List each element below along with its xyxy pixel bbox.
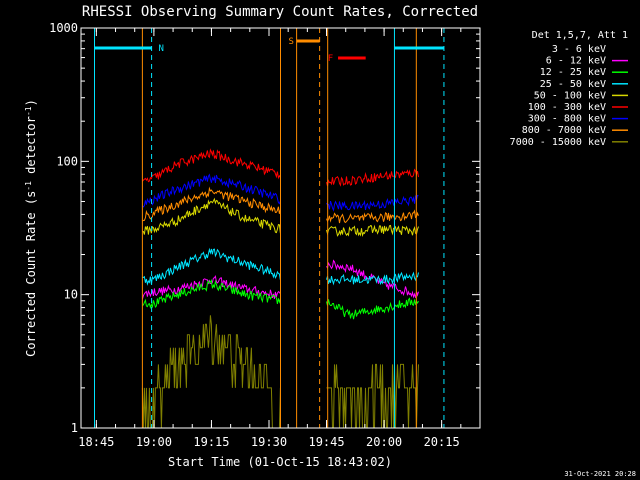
x-axis-label: Start Time (01-Oct-15 18:43:02) — [168, 455, 392, 469]
series-line-0-segment1 — [141, 220, 281, 242]
x-tick-label-1: 19:00 — [136, 435, 172, 449]
y-axis-label: Corrected Count Rate (s-1 detector-1) — [24, 99, 39, 357]
y-axis-label-sup1: -1 — [24, 181, 33, 191]
legend-label-3: 25 - 50 keV — [540, 79, 606, 90]
series-line-8-segment2 — [326, 363, 419, 429]
y-tick-label-3: 1000 — [49, 21, 78, 35]
series-line-2-segment2 — [326, 297, 419, 320]
y-axis-label-mid: detector — [24, 116, 38, 181]
legend-label-4: 50 - 100 keV — [534, 90, 606, 101]
y-axis-label-main: Corrected Count Rate (s — [24, 191, 38, 357]
series-line-6-segment2 — [326, 194, 419, 212]
legend-label-6: 300 - 800 keV — [528, 114, 606, 125]
legend-label-2: 12 - 25 keV — [540, 67, 606, 78]
flag-label-s: S — [289, 37, 294, 47]
series-line-0-segment2 — [326, 229, 419, 245]
y-tick-label-2: 100 — [56, 154, 78, 168]
x-tick-label-5: 20:00 — [366, 435, 402, 449]
x-tick-label-3: 19:30 — [251, 435, 287, 449]
x-tick-label-0: 18:45 — [78, 435, 114, 449]
legend-label-8: 7000 - 15000 keV — [510, 137, 606, 148]
legend-title: Det 1,5,7, Att 1 — [532, 30, 628, 41]
series-line-3-segment1 — [142, 247, 281, 286]
x-tick-label-6: 20:15 — [424, 435, 460, 449]
series-line-3-segment2 — [326, 271, 419, 286]
series-line-7-segment1 — [142, 186, 281, 222]
series-line-6-segment1 — [142, 173, 281, 208]
flag-label-n: N — [158, 44, 163, 54]
plot-frame — [80, 27, 481, 429]
series-line-5-segment1 — [142, 148, 281, 183]
axes: 1 10 100 1000 18:45 19:00 19:15 19:30 19:45 20:00… — [49, 21, 481, 449]
series-line-4-segment2 — [326, 224, 419, 238]
chart-title: RHESSI Observing Summary Count Rates, Co… — [82, 4, 478, 20]
legend-label-7: 800 - 7000 keV — [522, 125, 606, 136]
legend-label-1: 6 - 12 keV — [546, 56, 606, 67]
series-line-5-segment2 — [326, 168, 419, 187]
series-line-2-segment1 — [142, 278, 281, 310]
y-tick-label-0: 1 — [71, 421, 78, 435]
plot-area: N S F — [94, 28, 445, 429]
flag-label-f: F — [328, 54, 333, 64]
y-tick-label-1: 10 — [64, 288, 78, 302]
y-axis-label-end: ) — [24, 99, 38, 106]
series-line-4-segment1 — [142, 197, 281, 235]
series-line-8-segment1 — [141, 315, 281, 429]
timestamp: 31-Oct-2021 20:28 — [564, 470, 636, 478]
series-line-7-segment2 — [326, 209, 419, 224]
legend-label-5: 100 - 300 keV — [528, 102, 606, 113]
y-axis-label-sup2: -1 — [24, 106, 33, 116]
x-tick-label-4: 19:45 — [308, 435, 344, 449]
x-tick-label-2: 19:15 — [193, 435, 229, 449]
legend-label-0: 3 - 6 keV — [552, 44, 606, 55]
y-axis-label-text: Corrected Count Rate (s-1 detector-1) — [24, 99, 39, 357]
